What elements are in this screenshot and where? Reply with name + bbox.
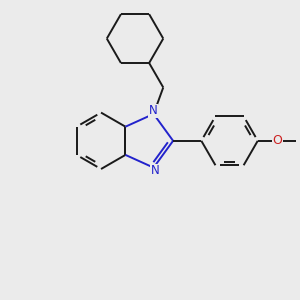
Text: N: N (151, 164, 159, 177)
Text: N: N (148, 104, 158, 117)
Text: O: O (272, 134, 282, 147)
